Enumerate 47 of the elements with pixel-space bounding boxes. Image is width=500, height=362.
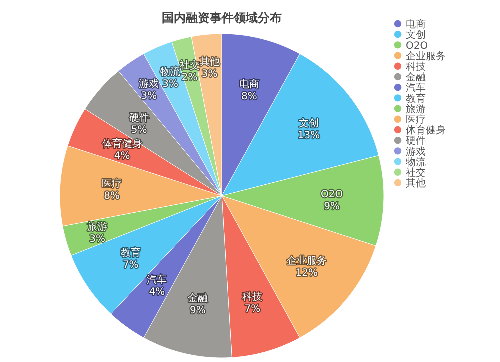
legend-label: 电商 bbox=[406, 18, 426, 31]
legend-label: 金融 bbox=[406, 72, 426, 84]
legend-label: 文创 bbox=[406, 29, 426, 42]
data-label: 3% bbox=[162, 79, 178, 90]
data-label: 3% bbox=[202, 68, 218, 80]
data-label: 5% bbox=[131, 125, 148, 136]
slice-label: 医疗 bbox=[102, 178, 122, 190]
slice-label: 物流 bbox=[160, 66, 181, 78]
data-label: 9% bbox=[324, 201, 340, 212]
legend-label: 教育 bbox=[406, 92, 426, 105]
data-label: 7% bbox=[244, 304, 261, 315]
slice-label: O2O bbox=[321, 189, 344, 200]
slice-label: 其他 bbox=[200, 56, 220, 68]
legend-label: 汽车 bbox=[406, 82, 426, 94]
legend-label: O2O bbox=[406, 40, 428, 52]
data-label: 3% bbox=[90, 234, 106, 246]
data-label: 7% bbox=[122, 260, 139, 271]
legend-label: 旅游 bbox=[406, 103, 426, 116]
data-label: 4% bbox=[114, 151, 130, 162]
data-label: 4% bbox=[149, 287, 166, 298]
data-label: 8% bbox=[241, 91, 258, 102]
slice-label: 文创 bbox=[299, 117, 320, 130]
legend-label: 医疗 bbox=[406, 114, 426, 126]
legend-label: 科技 bbox=[406, 61, 426, 73]
data-label: 13% bbox=[298, 130, 320, 142]
slice-label: 游戏 bbox=[139, 78, 160, 90]
chart-title: 国内融资事件领域分布 bbox=[162, 11, 282, 25]
legend-label: 企业服务 bbox=[406, 50, 446, 62]
data-label: 8% bbox=[104, 191, 120, 202]
slice-label: 金融 bbox=[188, 292, 208, 305]
slice-label: 企业服务 bbox=[286, 255, 327, 268]
legend-label: 物流 bbox=[406, 156, 426, 168]
legend-label: 硬件 bbox=[406, 136, 426, 148]
legend-label: 其他 bbox=[406, 178, 426, 190]
data-label: 9% bbox=[190, 306, 206, 317]
legend-label: 社交 bbox=[406, 167, 426, 179]
slice-label: 教育 bbox=[120, 246, 141, 259]
legend-label: 体育健身 bbox=[406, 124, 446, 137]
slice-label: 体育健身 bbox=[102, 138, 142, 150]
data-label: 12% bbox=[296, 268, 318, 280]
slice-label: 硬件 bbox=[129, 113, 150, 124]
data-label: 3% bbox=[141, 90, 158, 102]
legend-label: 游戏 bbox=[406, 146, 426, 158]
slice-label: 旅游 bbox=[88, 221, 108, 234]
slice-label: 科技 bbox=[242, 290, 263, 303]
slice-label: 汽车 bbox=[147, 274, 168, 286]
slice-label: 电商 bbox=[239, 78, 260, 90]
